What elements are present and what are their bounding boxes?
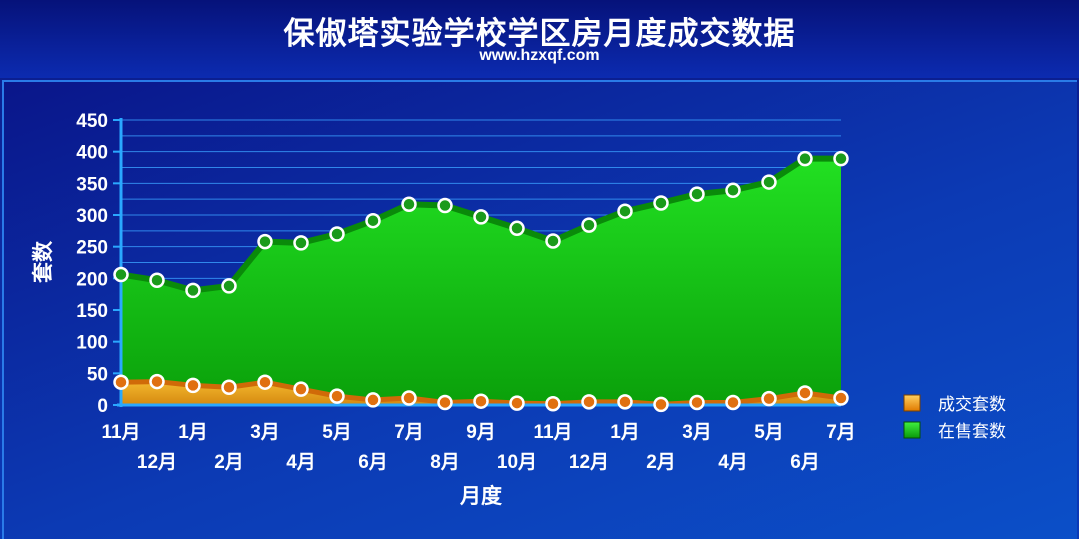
x-tick-label: 8月	[430, 452, 460, 473]
y-tick-label: 50	[87, 364, 108, 385]
marker-sold	[545, 395, 561, 412]
y-tick-label: 150	[76, 301, 108, 322]
marker-sold	[617, 394, 633, 410]
marker-sold	[473, 393, 489, 409]
marker-sold	[113, 374, 129, 390]
marker-listed	[401, 196, 417, 212]
area-listed	[121, 158, 841, 405]
marker-listed	[581, 217, 597, 233]
x-tick-label: 7月	[826, 422, 856, 443]
x-tick-label: 3月	[250, 422, 280, 443]
marker-listed	[329, 226, 345, 242]
x-tick-label: 5月	[754, 422, 784, 443]
marker-sold	[581, 394, 597, 410]
marker-sold	[185, 377, 201, 394]
marker-listed	[797, 150, 813, 167]
marker-sold	[401, 390, 417, 406]
marker-sold	[293, 381, 309, 397]
marker-sold	[509, 395, 525, 411]
marker-sold	[365, 392, 381, 408]
y-tick-label: 400	[76, 143, 108, 164]
y-tick-label: 250	[76, 238, 108, 259]
marker-sold	[725, 394, 741, 411]
marker-listed	[653, 195, 669, 211]
marker-sold	[689, 394, 705, 411]
marker-listed	[437, 197, 453, 214]
x-tick-label: 2月	[646, 452, 676, 473]
legend-label-sold: 成交套数	[938, 395, 1006, 415]
legend-label-listed: 在售套数	[938, 422, 1006, 442]
marker-listed	[257, 233, 273, 250]
y-tick-label: 450	[76, 111, 108, 132]
x-tick-label: 5月	[322, 422, 352, 443]
x-tick-label: 1月	[610, 422, 640, 443]
marker-listed	[833, 150, 849, 167]
marker-sold	[257, 374, 273, 390]
marker-listed	[293, 235, 309, 251]
marker-sold	[437, 394, 453, 411]
x-tick-label: 9月	[466, 422, 496, 443]
marker-listed	[509, 220, 525, 237]
x-tick-label: 12月	[569, 452, 609, 473]
marker-listed	[185, 282, 201, 299]
x-tick-label: 4月	[718, 452, 748, 473]
marker-listed	[689, 186, 705, 202]
marker-listed	[113, 266, 129, 283]
y-tick-label: 350	[76, 174, 108, 195]
y-tick-label: 0	[97, 396, 108, 417]
x-tick-label: 11月	[533, 422, 572, 443]
x-axis-title: 月度	[459, 484, 502, 508]
x-tick-label: 6月	[790, 452, 820, 473]
x-tick-label: 6月	[358, 452, 388, 473]
tick-labels: 05010015020025030035040045011月12月1月2月3月4…	[76, 111, 855, 473]
marker-listed	[149, 272, 165, 288]
y-tick-label: 200	[76, 269, 108, 290]
marker-listed	[761, 174, 777, 190]
marker-sold	[833, 390, 849, 406]
x-tick-label: 12月	[137, 452, 177, 473]
y-axis-title: 套数	[31, 240, 55, 283]
series-markers	[113, 150, 849, 413]
x-tick-label: 10月	[497, 452, 537, 473]
marker-sold	[653, 396, 669, 413]
marker-sold	[329, 388, 345, 404]
marker-listed	[545, 233, 561, 249]
y-tick-label: 100	[76, 333, 108, 354]
x-tick-label: 7月	[394, 422, 424, 443]
legend-swatch-listed	[903, 421, 921, 439]
chart-subtitle: www.hzxqf.com	[479, 47, 600, 64]
legend: 成交套数 在售套数	[903, 394, 1006, 442]
chart-title: 保俶塔实验学校学区房月度成交数据	[283, 16, 796, 52]
x-tick-label: 11月	[101, 422, 140, 443]
x-tick-label: 2月	[214, 452, 244, 473]
marker-sold	[761, 390, 777, 407]
x-tick-label: 4月	[286, 452, 316, 473]
marker-listed	[473, 209, 489, 225]
area-sold	[121, 381, 841, 405]
marker-listed	[617, 203, 633, 219]
marker-listed	[221, 278, 237, 294]
x-tick-label: 3月	[682, 422, 712, 443]
legend-swatch-sold	[903, 394, 921, 412]
x-tick-label: 1月	[178, 422, 208, 443]
y-tick-label: 300	[76, 206, 108, 227]
marker-listed	[725, 182, 741, 199]
marker-sold	[221, 379, 237, 396]
chart-header: 保俶塔实验学校学区房月度成交数据 www.hzxqf.com	[0, 0, 1079, 78]
marker-listed	[365, 212, 381, 229]
marker-sold	[149, 373, 165, 390]
marker-sold	[797, 385, 813, 401]
